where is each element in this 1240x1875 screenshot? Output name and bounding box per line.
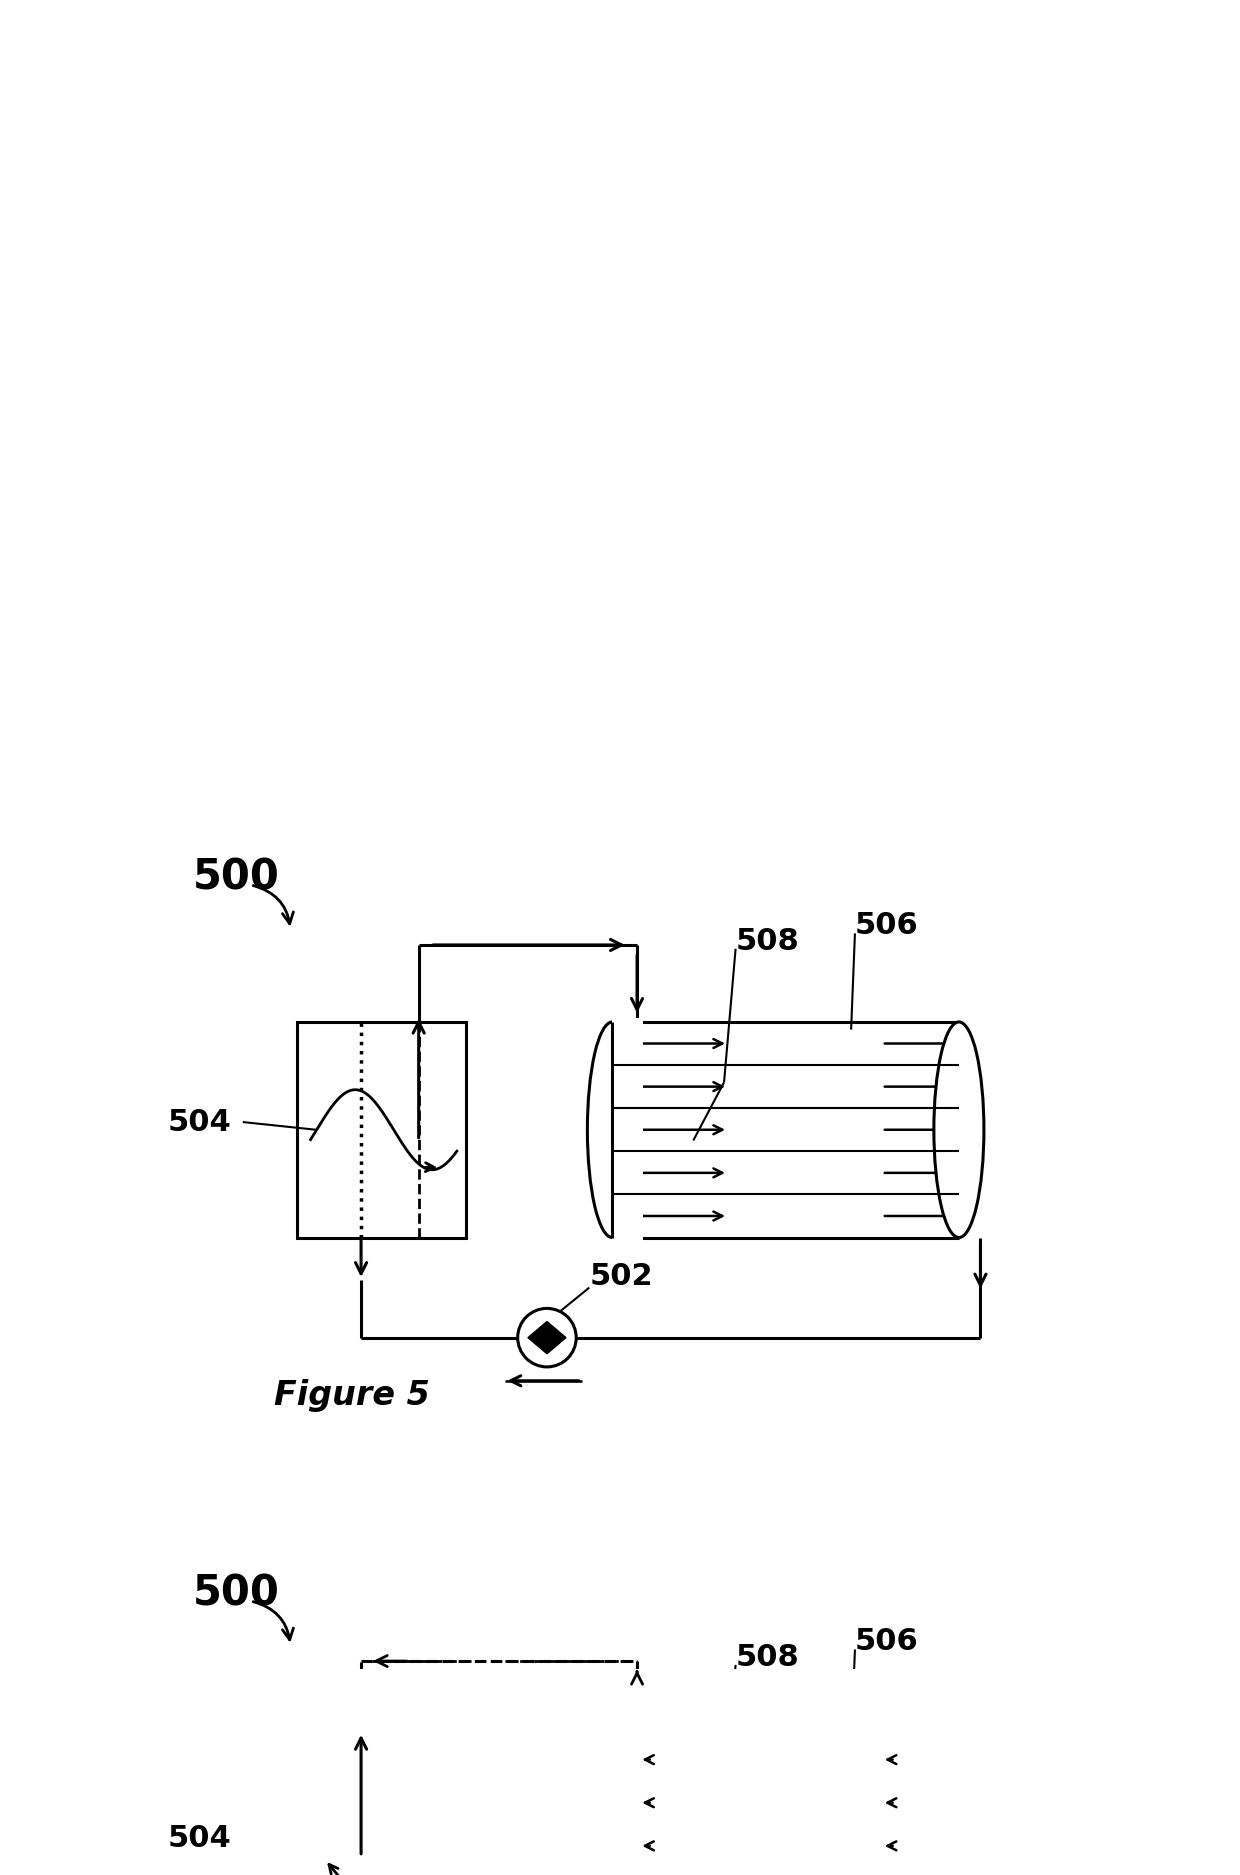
Ellipse shape xyxy=(934,1022,983,1238)
Text: 508: 508 xyxy=(735,926,800,956)
Polygon shape xyxy=(528,1322,547,1354)
Bar xyxy=(296,1738,466,1875)
Text: 500: 500 xyxy=(192,1573,280,1614)
Ellipse shape xyxy=(934,1738,983,1875)
Bar xyxy=(613,1734,644,1875)
Bar xyxy=(613,1018,644,1241)
Text: Figure 5: Figure 5 xyxy=(274,1378,429,1412)
Text: 500: 500 xyxy=(192,857,280,898)
Text: 504: 504 xyxy=(167,1824,231,1852)
Text: 506: 506 xyxy=(854,911,919,939)
Text: 502: 502 xyxy=(589,1262,653,1290)
FancyArrowPatch shape xyxy=(253,1601,294,1641)
Polygon shape xyxy=(547,1322,565,1354)
Text: 504: 504 xyxy=(167,1108,231,1136)
Bar xyxy=(296,1022,466,1238)
FancyArrowPatch shape xyxy=(253,885,294,924)
Circle shape xyxy=(517,1309,577,1367)
Ellipse shape xyxy=(588,1738,637,1875)
Ellipse shape xyxy=(588,1022,637,1238)
Text: 506: 506 xyxy=(854,1628,919,1656)
Text: 508: 508 xyxy=(735,1642,800,1672)
